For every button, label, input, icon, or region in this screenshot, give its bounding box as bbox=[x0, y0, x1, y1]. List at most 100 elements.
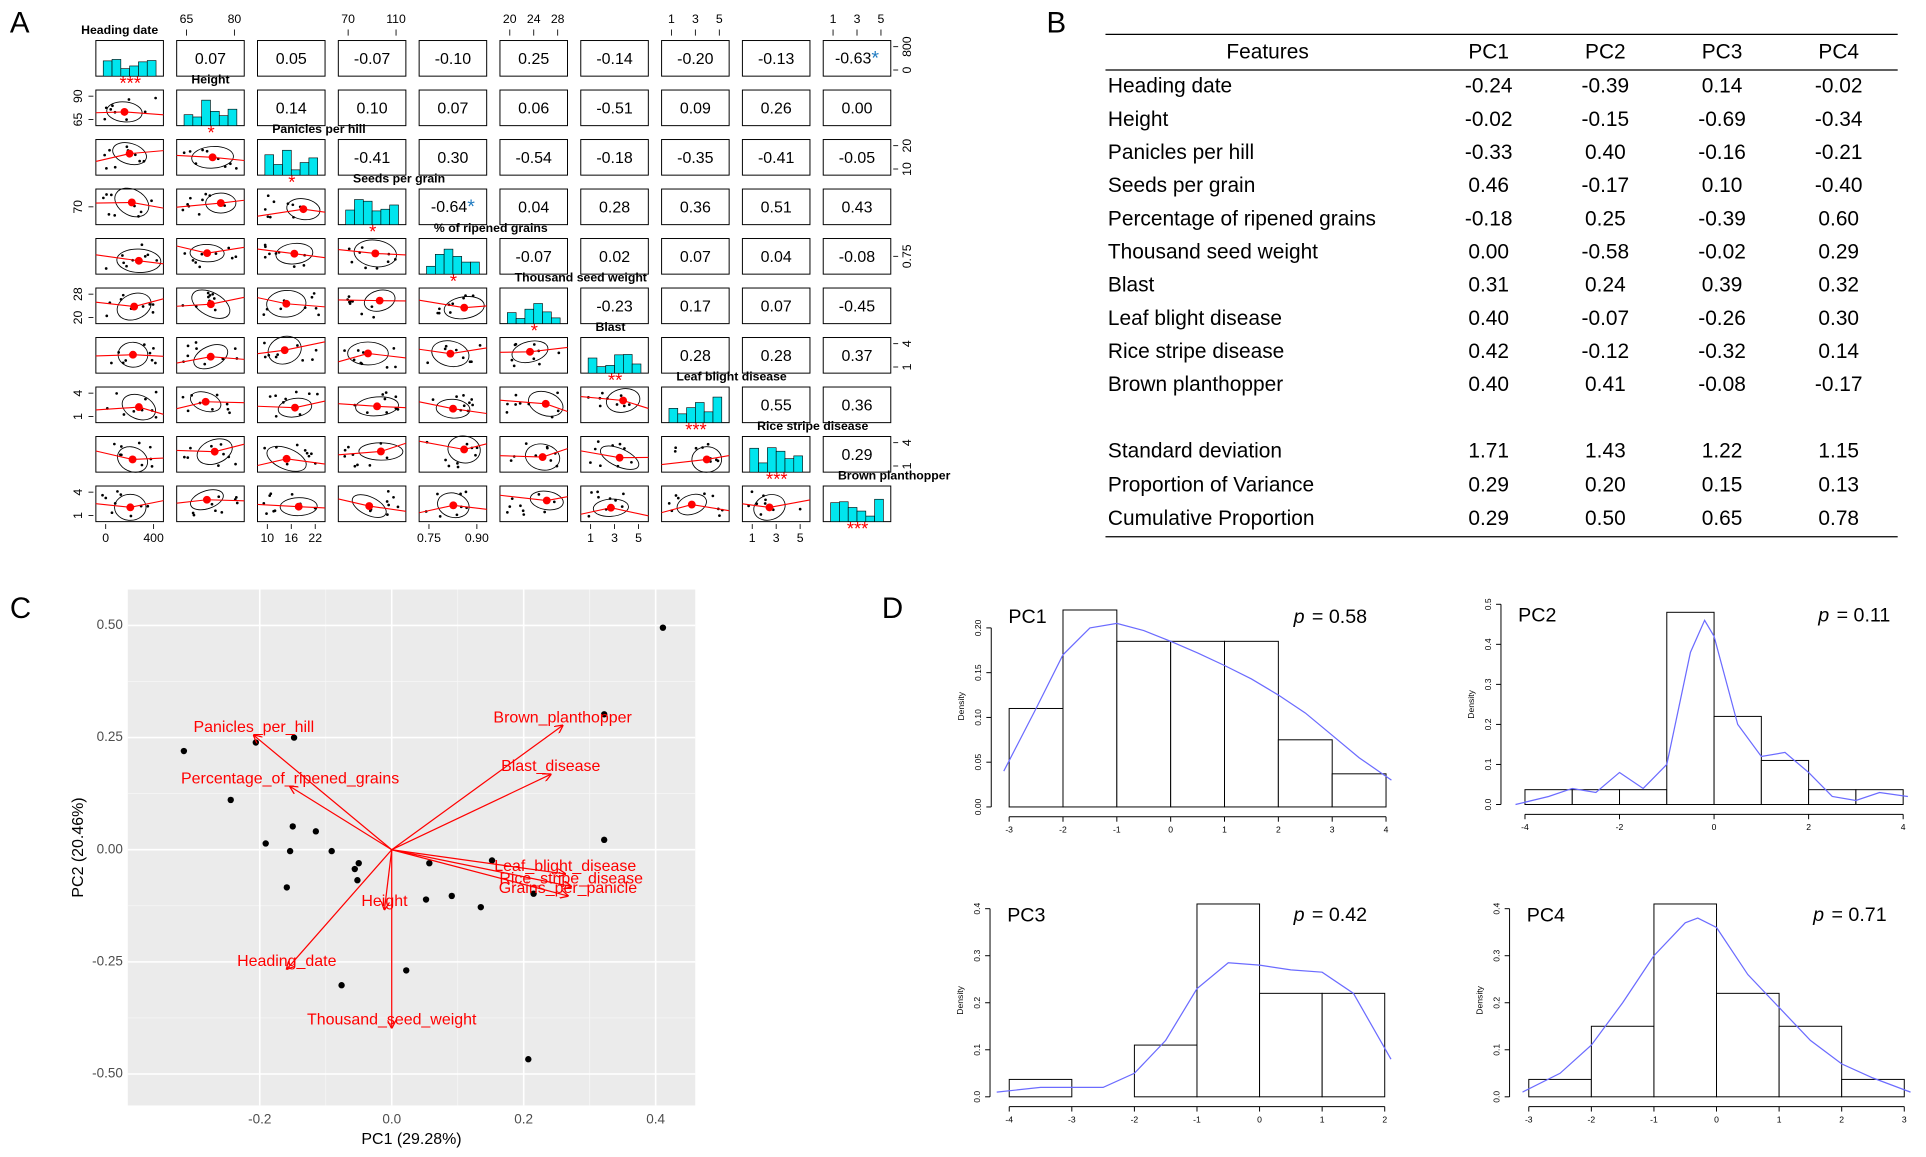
scatter-dot bbox=[601, 391, 604, 395]
centroid bbox=[201, 397, 210, 406]
score-point bbox=[290, 734, 298, 741]
y-axis-title: Density bbox=[1474, 985, 1484, 1014]
scatter-dot bbox=[303, 306, 307, 309]
scatter-dot bbox=[219, 443, 223, 446]
centroid bbox=[290, 249, 299, 258]
panel-cell bbox=[580, 485, 649, 523]
scatter-dot bbox=[155, 259, 159, 262]
scatter-dot bbox=[763, 502, 767, 505]
table-cell: -0.18 bbox=[1465, 207, 1513, 230]
x-tick-label: 2 bbox=[1276, 825, 1281, 835]
centroid bbox=[206, 352, 215, 361]
scatter-dot bbox=[142, 159, 146, 163]
centroid bbox=[299, 205, 308, 214]
scatter-dot bbox=[186, 202, 189, 206]
panel-cell bbox=[418, 188, 488, 226]
panel-cell bbox=[661, 139, 730, 176]
panel-cell bbox=[499, 436, 568, 473]
scatter-dot bbox=[284, 397, 287, 401]
scatter-dot bbox=[316, 392, 319, 396]
panel-cell bbox=[741, 337, 811, 374]
scatter-dot bbox=[394, 365, 397, 369]
confidence-ellipse bbox=[753, 494, 786, 521]
p-value: p = 0.58 bbox=[1293, 606, 1368, 628]
tick-label: 16 bbox=[284, 531, 298, 545]
panel-cell bbox=[822, 238, 892, 275]
scatter-dot bbox=[622, 492, 625, 496]
correlation: 0.06 bbox=[518, 100, 549, 117]
scatter-dot bbox=[303, 449, 307, 452]
correlation: 0.04 bbox=[761, 249, 792, 266]
x-tick-label: 0 bbox=[1714, 1114, 1719, 1124]
x-tick-label: -2 bbox=[1131, 1114, 1139, 1124]
scatter-dot bbox=[292, 215, 295, 219]
correlation: 0.30 bbox=[437, 150, 468, 167]
scatter-dot bbox=[189, 196, 192, 200]
scatter-dot bbox=[182, 151, 186, 155]
x-tick-label: 0.4 bbox=[646, 1112, 665, 1127]
panel-cell bbox=[337, 485, 407, 523]
p-symbol: p bbox=[1293, 606, 1305, 628]
table-cell: 0.30 bbox=[1818, 307, 1859, 330]
diag-hist-bar bbox=[183, 114, 194, 126]
x-tick-label: 1 bbox=[1777, 1114, 1782, 1124]
table-cell: -0.15 bbox=[1582, 108, 1630, 131]
confidence-ellipse bbox=[116, 292, 152, 321]
scatter-dot bbox=[144, 397, 147, 401]
scatter-dot bbox=[183, 252, 187, 255]
score-point bbox=[426, 859, 433, 867]
panel-cell bbox=[337, 337, 407, 374]
hist-bar bbox=[1008, 707, 1064, 808]
scatter-dot bbox=[143, 110, 147, 114]
centroid bbox=[606, 503, 615, 512]
scatter-dot bbox=[619, 394, 623, 397]
panel-cell bbox=[661, 485, 730, 523]
density-curve bbox=[996, 962, 1392, 1093]
correlation: 0.02 bbox=[599, 249, 630, 266]
panel-cell bbox=[499, 485, 568, 523]
panel-cell bbox=[257, 40, 326, 77]
confidence-ellipse bbox=[600, 445, 640, 470]
score-point bbox=[227, 796, 234, 804]
scatter-dot bbox=[764, 498, 767, 502]
scatter-dot bbox=[755, 502, 759, 506]
diag-hist-bar bbox=[264, 154, 274, 176]
hist-title: PC4 bbox=[1527, 904, 1565, 926]
table-cell: Thousand seed weight bbox=[1108, 241, 1318, 264]
scatter-dot bbox=[154, 361, 157, 365]
scatter-dot bbox=[215, 393, 219, 397]
score-point bbox=[286, 847, 294, 855]
scatter-dot bbox=[192, 513, 196, 517]
confidence-ellipse bbox=[190, 391, 222, 413]
scatter-dot bbox=[113, 442, 116, 446]
table-header: PC2 bbox=[1585, 40, 1626, 63]
scatter-dot bbox=[451, 302, 455, 306]
scatter-dot bbox=[272, 200, 276, 204]
tick-label: 1 bbox=[71, 413, 85, 420]
score-point bbox=[422, 896, 430, 903]
scatter-dot bbox=[274, 414, 278, 418]
tick-label: 20 bbox=[503, 12, 517, 26]
diag-hist-bar bbox=[389, 204, 399, 225]
confidence-ellipse bbox=[435, 398, 471, 419]
scatter-dot bbox=[470, 398, 474, 401]
centroid bbox=[364, 349, 372, 358]
scatter-dot bbox=[206, 291, 210, 295]
correlation: -0.54 bbox=[516, 150, 552, 167]
correlation: -0.13 bbox=[758, 51, 794, 68]
centroid bbox=[526, 347, 534, 356]
scatter-dot bbox=[120, 445, 123, 448]
table-cell: -0.34 bbox=[1815, 108, 1863, 131]
hist-bar bbox=[1196, 903, 1261, 1098]
tick-label: 1 bbox=[749, 531, 756, 545]
scatter-dot bbox=[593, 447, 597, 451]
scatter-dot bbox=[105, 314, 109, 318]
scatter-dot bbox=[521, 509, 525, 513]
scatter-dot bbox=[305, 451, 309, 455]
tick-label: 3 bbox=[773, 531, 780, 545]
centroid bbox=[460, 445, 469, 454]
y-tick-label: 0.2 bbox=[1492, 997, 1502, 1009]
variable-label: Panicles per hill bbox=[272, 122, 365, 136]
scatter-dot bbox=[762, 494, 765, 498]
loading-arrow bbox=[391, 774, 551, 851]
